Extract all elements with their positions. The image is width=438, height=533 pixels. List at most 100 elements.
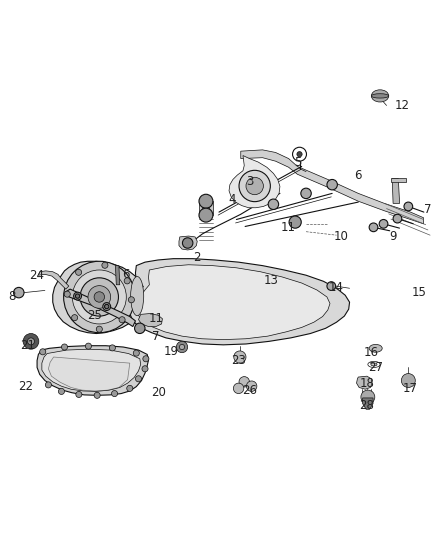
- Circle shape: [85, 343, 92, 349]
- Text: 11: 11: [281, 221, 296, 234]
- Text: 6: 6: [122, 268, 129, 281]
- Circle shape: [297, 151, 302, 157]
- Text: 7: 7: [424, 204, 432, 216]
- Circle shape: [71, 314, 78, 321]
- Circle shape: [199, 194, 213, 208]
- Circle shape: [105, 304, 109, 309]
- Text: 5: 5: [293, 156, 301, 168]
- Text: 19: 19: [164, 345, 179, 358]
- Text: 6: 6: [354, 168, 362, 182]
- Circle shape: [327, 180, 337, 190]
- Circle shape: [233, 383, 244, 393]
- Circle shape: [393, 214, 402, 223]
- Text: 18: 18: [360, 377, 374, 390]
- Circle shape: [239, 377, 250, 387]
- Circle shape: [301, 188, 311, 199]
- Ellipse shape: [371, 94, 389, 98]
- Text: 22: 22: [18, 379, 33, 393]
- Circle shape: [61, 344, 67, 350]
- Circle shape: [128, 297, 134, 303]
- Circle shape: [119, 317, 125, 323]
- Circle shape: [404, 202, 413, 211]
- Polygon shape: [53, 261, 145, 334]
- Polygon shape: [64, 289, 135, 327]
- Ellipse shape: [368, 361, 380, 367]
- Polygon shape: [130, 259, 350, 345]
- Text: 17: 17: [403, 382, 418, 395]
- Circle shape: [14, 287, 24, 298]
- Circle shape: [234, 351, 246, 363]
- Circle shape: [327, 282, 336, 290]
- Polygon shape: [241, 150, 424, 224]
- Text: 8: 8: [9, 290, 16, 303]
- Circle shape: [143, 356, 149, 362]
- Polygon shape: [357, 376, 372, 389]
- Circle shape: [134, 323, 145, 334]
- Circle shape: [80, 278, 118, 316]
- Circle shape: [64, 291, 70, 297]
- Circle shape: [58, 389, 64, 394]
- Circle shape: [289, 216, 301, 228]
- Circle shape: [103, 303, 111, 310]
- Polygon shape: [42, 349, 141, 391]
- Polygon shape: [229, 156, 280, 208]
- Circle shape: [64, 261, 135, 333]
- Ellipse shape: [131, 277, 144, 316]
- Circle shape: [369, 223, 378, 232]
- Circle shape: [199, 208, 213, 222]
- Circle shape: [76, 391, 82, 398]
- Circle shape: [94, 392, 100, 398]
- Polygon shape: [116, 265, 120, 285]
- Circle shape: [127, 385, 133, 391]
- Text: 4: 4: [228, 192, 236, 206]
- Circle shape: [124, 278, 130, 284]
- Polygon shape: [202, 200, 209, 216]
- Text: 16: 16: [364, 346, 379, 359]
- Text: 9: 9: [389, 230, 397, 244]
- Text: 10: 10: [333, 230, 348, 243]
- Circle shape: [110, 345, 116, 351]
- Text: 15: 15: [412, 286, 427, 299]
- Ellipse shape: [371, 363, 377, 366]
- Polygon shape: [37, 346, 148, 395]
- Circle shape: [75, 294, 80, 298]
- Circle shape: [142, 366, 148, 372]
- Circle shape: [40, 349, 46, 355]
- Circle shape: [76, 269, 81, 276]
- Ellipse shape: [369, 344, 382, 352]
- Circle shape: [46, 382, 51, 388]
- Text: 24: 24: [29, 269, 44, 282]
- Circle shape: [135, 376, 141, 382]
- Circle shape: [133, 350, 139, 356]
- Polygon shape: [391, 178, 406, 182]
- Polygon shape: [138, 313, 162, 327]
- Circle shape: [401, 374, 415, 387]
- Circle shape: [183, 238, 193, 248]
- Circle shape: [177, 341, 187, 353]
- Circle shape: [361, 390, 375, 404]
- Circle shape: [379, 220, 388, 228]
- Text: 3: 3: [246, 175, 253, 188]
- Text: 13: 13: [264, 274, 279, 287]
- Polygon shape: [179, 236, 197, 250]
- Polygon shape: [48, 357, 130, 391]
- Circle shape: [239, 171, 270, 201]
- Circle shape: [246, 177, 263, 195]
- Text: 21: 21: [20, 339, 35, 352]
- Circle shape: [180, 344, 185, 350]
- Text: 11: 11: [148, 312, 163, 325]
- Text: 7: 7: [152, 329, 159, 343]
- Polygon shape: [39, 271, 69, 289]
- Text: 25: 25: [88, 309, 102, 322]
- Text: 28: 28: [360, 399, 374, 412]
- Circle shape: [247, 381, 257, 391]
- Circle shape: [112, 391, 117, 397]
- Circle shape: [72, 270, 126, 324]
- Circle shape: [23, 334, 39, 349]
- Text: 12: 12: [394, 99, 409, 112]
- Text: 2: 2: [194, 251, 201, 264]
- Circle shape: [102, 262, 108, 268]
- Circle shape: [94, 292, 105, 302]
- Text: 20: 20: [151, 386, 166, 399]
- Circle shape: [268, 199, 279, 209]
